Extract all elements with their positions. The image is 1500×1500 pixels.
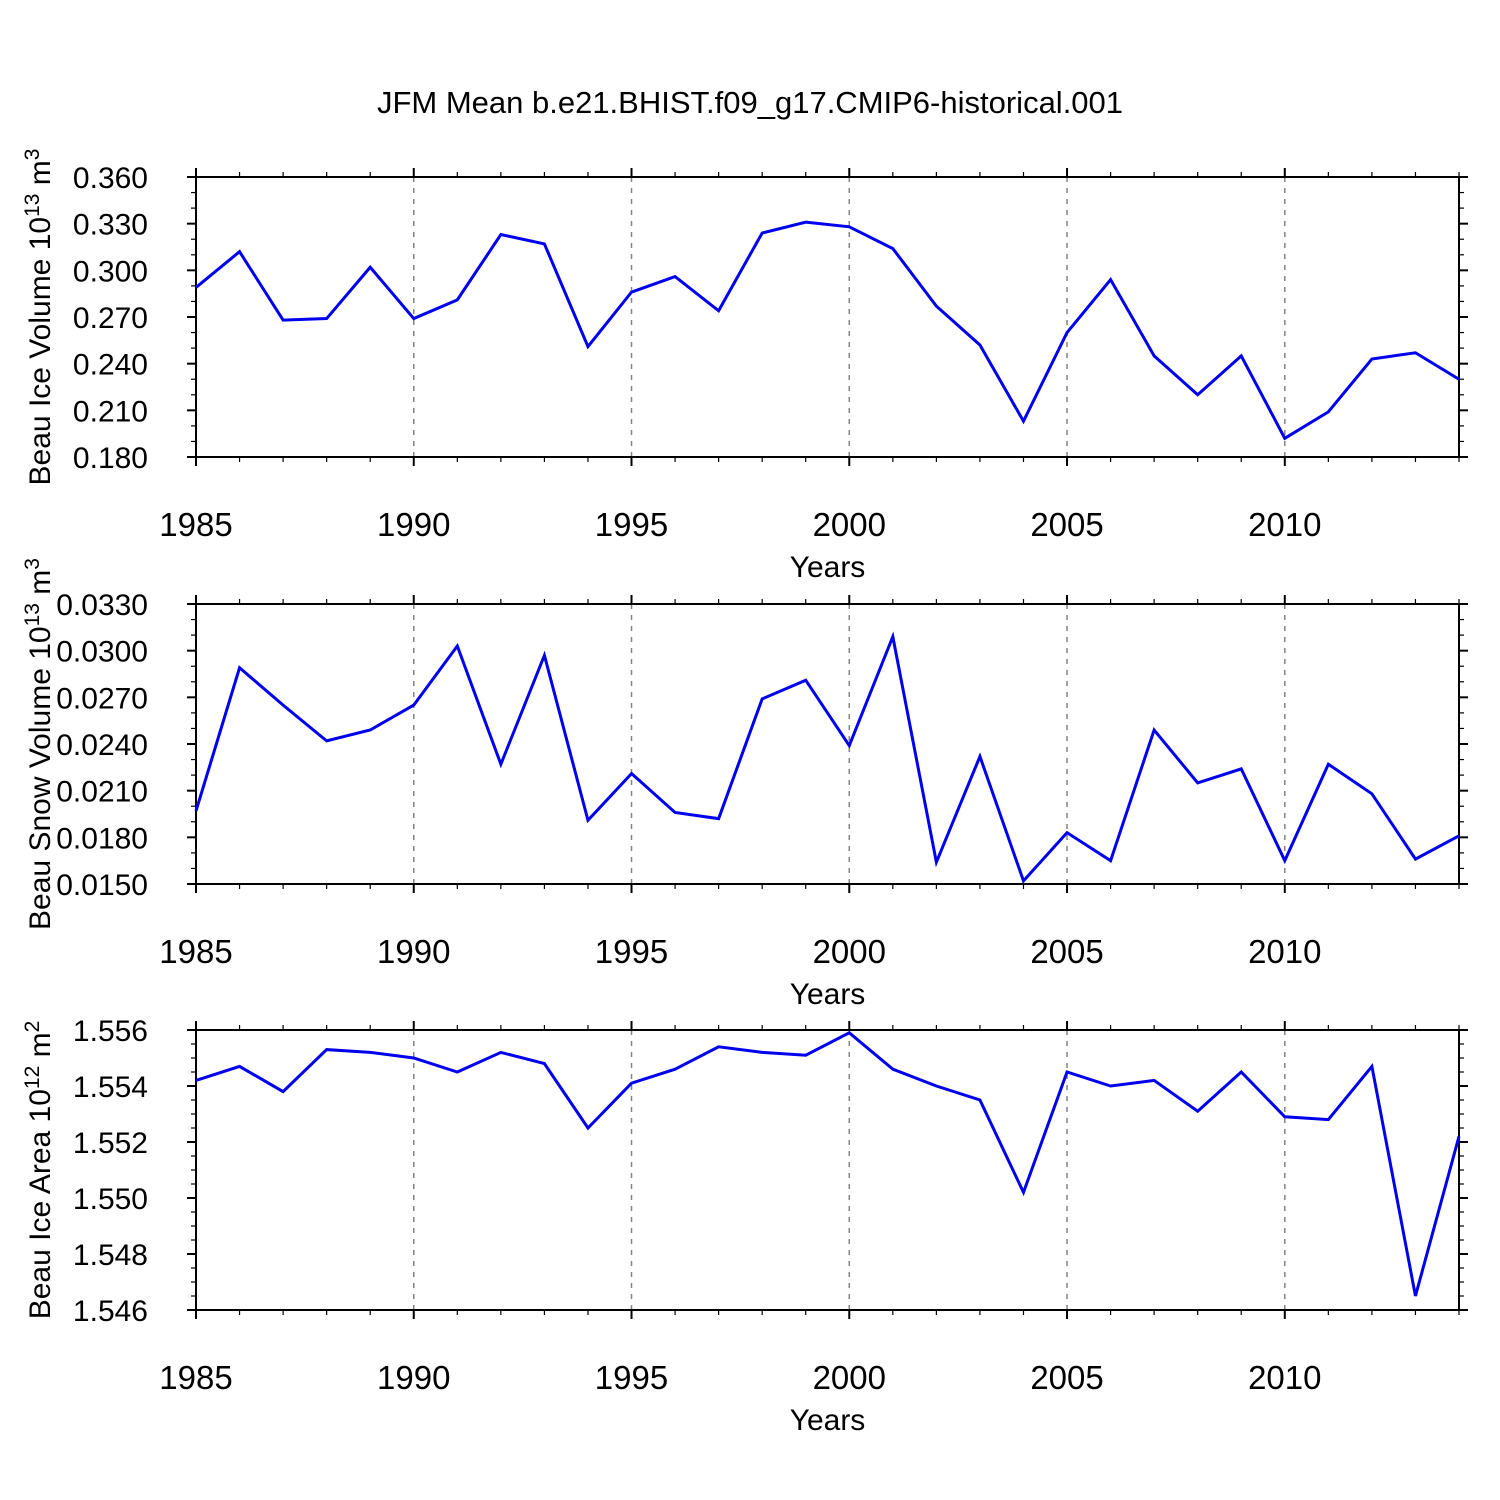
y-tick-label: 1.550 [73,1183,148,1216]
y-tick-label: 0.180 [73,442,148,475]
y-axis-title: Beau Ice Area 1012 m2 [21,1021,57,1320]
y-tick-label: 0.210 [73,395,148,428]
beau-ice-volume-line [195,220,1460,441]
y-tick-labels: 0.0150 0.0180 0.0210 0.0240 0.0270 0.0300 0.03… [56,589,148,902]
x-ticks [195,1021,1460,1319]
x-ticks [195,595,1460,893]
y-tick-label: 1.548 [73,1239,148,1272]
x-tick-labels: 1985 1990 1995 2000 2005 2010 [159,506,1321,543]
x-tick-label: 2000 [813,1359,886,1396]
y-tick-label: 1.546 [73,1295,148,1328]
gridlines [413,604,1286,884]
x-tick-label: 2010 [1248,1359,1321,1396]
gridlines [413,177,1286,457]
y-tick-label: 0.0210 [56,776,148,809]
x-tick-label: 2010 [1248,933,1321,970]
plot-frame [195,176,1460,458]
y-tick-labels: 1.546 1.548 1.550 1.552 1.554 1.556 [73,1015,148,1328]
y-ticks [187,176,1468,458]
x-tick-label: 1990 [377,933,450,970]
y-ticks [187,1029,1468,1311]
plot-frame [195,1029,1460,1311]
x-tick-label: 1990 [377,1359,450,1396]
y-tick-label: 0.240 [73,349,148,382]
x-tick-label: 1995 [595,1359,668,1396]
y-tick-label: 0.0330 [56,589,148,622]
y-tick-label: 0.270 [73,302,148,335]
y-axis-title: Beau Snow Volume 1013 m3 [21,558,57,930]
x-tick-labels: 1985 1990 1995 2000 2005 2010 [159,933,1321,970]
x-tick-label: 2000 [813,506,886,543]
x-tick-label: 1990 [377,506,450,543]
y-tick-label: 0.0300 [56,636,148,669]
y-tick-labels: 0.180 0.210 0.240 0.270 0.300 0.330 0.360 [73,162,148,475]
gridlines [413,1030,1286,1310]
x-axis-title: Years [790,1404,866,1437]
y-tick-label: 1.554 [73,1071,148,1104]
y-tick-label: 0.0150 [56,869,148,902]
y-axis-title: Beau Ice Volume 1013 m3 [21,149,57,486]
y-tick-label: 0.300 [73,255,148,288]
plot-frame [195,603,1460,885]
x-axis-title: Years [790,551,866,584]
x-ticks [195,168,1460,466]
beau-snow-volume-panel: 0.0150 0.0180 0.0210 0.0240 0.0270 0.0300 0.03… [21,558,1468,1011]
y-tick-label: 0.0270 [56,682,148,715]
y-tick-label: 1.552 [73,1127,148,1160]
beau-ice-area-line [195,1031,1461,1297]
x-tick-label: 2005 [1030,1359,1103,1396]
y-tick-label: 0.0180 [56,822,148,855]
x-tick-label: 2010 [1248,506,1321,543]
x-tick-label: 1985 [159,933,232,970]
y-tick-label: 0.330 [73,209,148,242]
x-tick-label: 1985 [159,1359,232,1396]
y-tick-label: 1.556 [73,1015,148,1048]
x-axis-title: Years [790,978,866,1011]
x-tick-label: 1995 [595,506,668,543]
chart-title: JFM Mean b.e21.BHIST.f09_g17.CMIP6-histo… [376,85,1124,120]
x-tick-label: 1995 [595,933,668,970]
x-tick-label: 2005 [1030,506,1103,543]
y-tick-label: 0.0240 [56,729,148,762]
beau-snow-volume-line [194,631,1460,884]
x-tick-label: 2000 [813,933,886,970]
x-tick-label: 1985 [159,506,232,543]
x-tick-labels: 1985 1990 1995 2000 2005 2010 [159,1359,1321,1396]
x-tick-label: 2005 [1030,933,1103,970]
y-ticks [187,603,1468,885]
y-tick-label: 0.360 [73,162,148,195]
